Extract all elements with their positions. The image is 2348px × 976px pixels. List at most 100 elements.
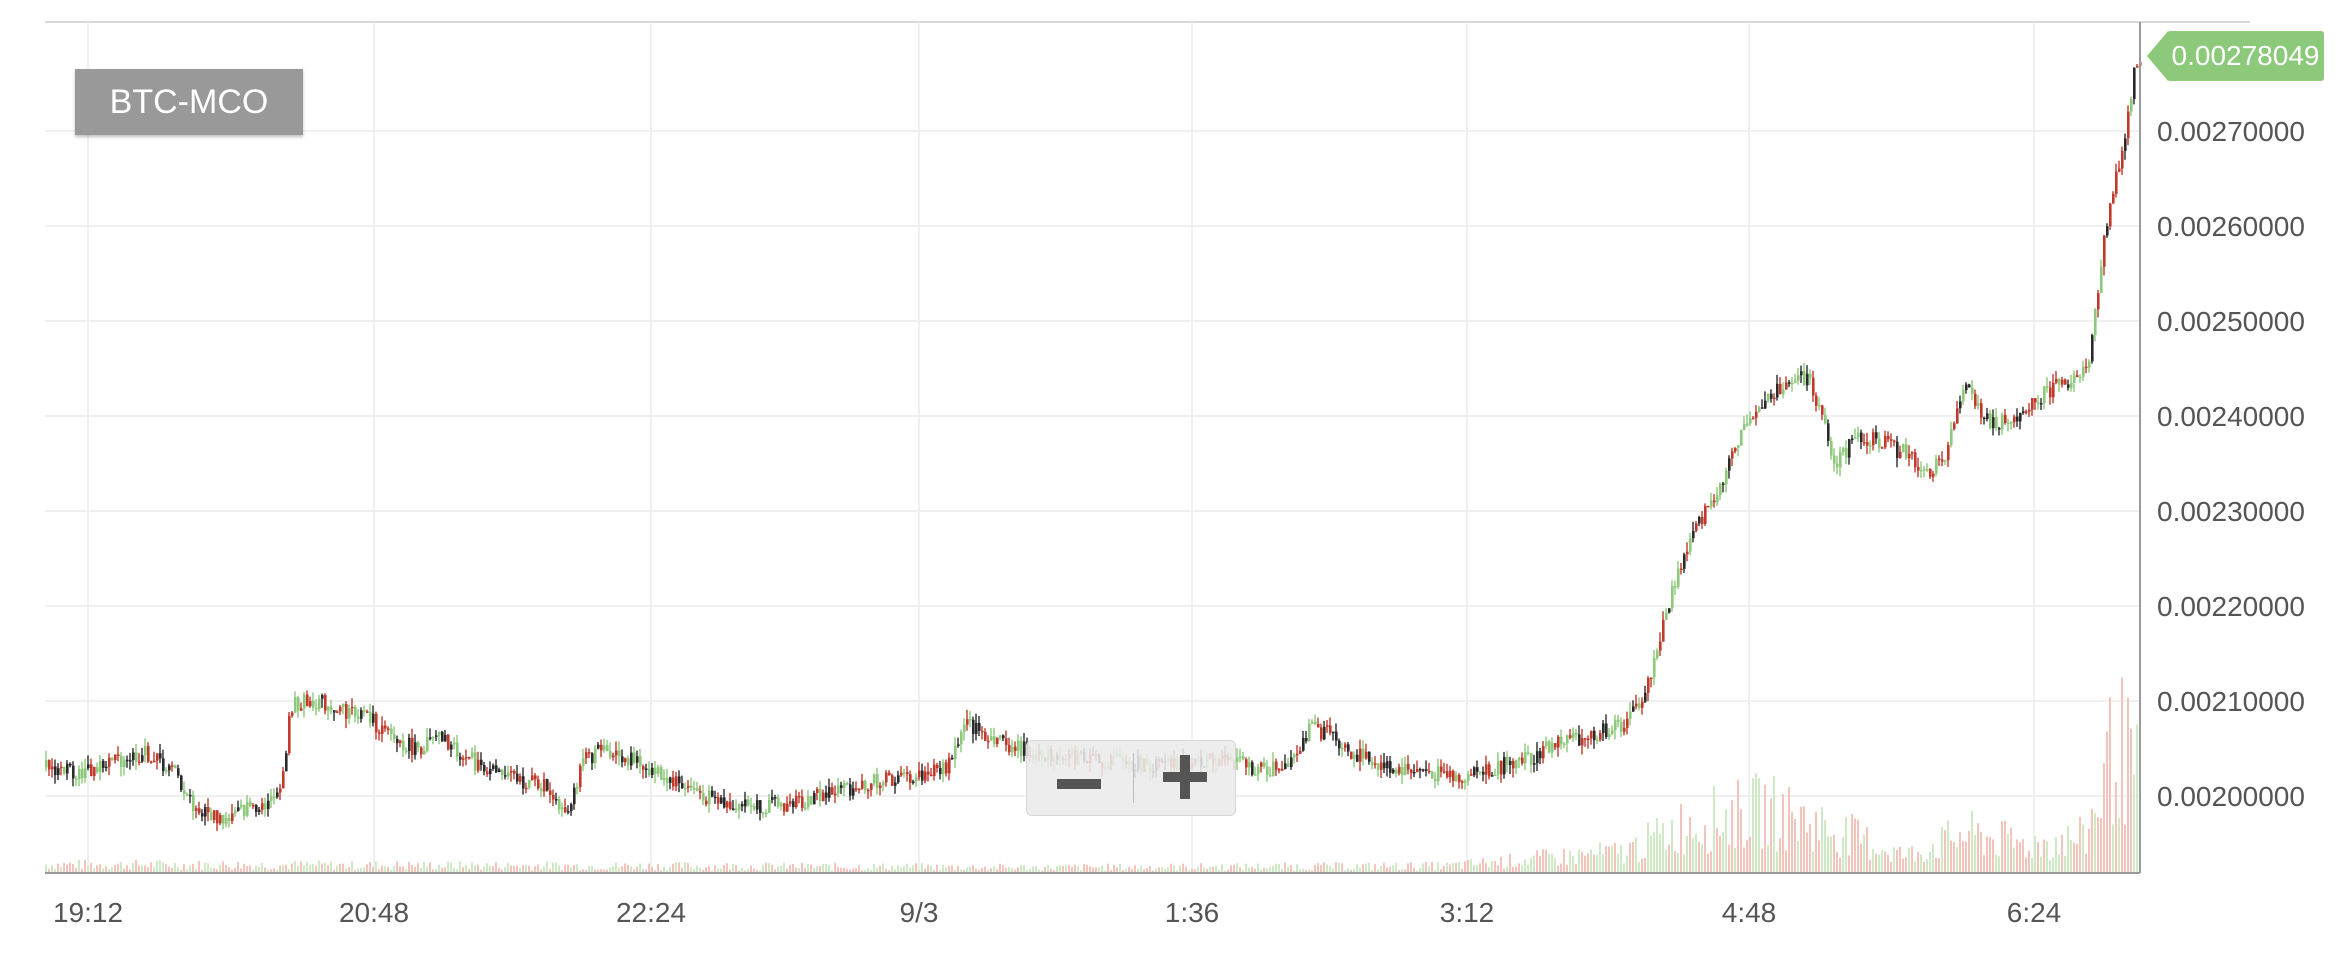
pair-title: BTC-MCO [109,83,269,121]
candle-body [378,732,381,734]
volume-bar [1332,868,1334,873]
volume-bar [1374,864,1376,873]
volume-bar [1179,865,1181,873]
candle-body [1956,408,1959,424]
volume-bar [492,866,494,873]
volume-bar [927,864,929,873]
candle-body [1629,711,1632,719]
candle-body [813,793,816,805]
volume-bar [1914,861,1916,873]
candle-body [1719,483,1722,496]
candle-body [168,765,171,771]
volume-bar [1506,866,1508,873]
candle-body [201,813,204,817]
volume-bar [999,863,1001,873]
candle-body [1440,766,1443,772]
candle-body [315,707,318,710]
volume-bar [1212,866,1214,873]
candle-body [60,766,63,769]
candle-body [501,769,504,776]
volume-bar [1146,868,1148,873]
volume-bar [810,864,812,873]
candle-body [735,808,738,810]
candle-body [1968,384,1971,388]
volume-bar [1803,806,1805,873]
volume-bar [1893,847,1895,873]
candle-body [663,777,666,780]
volume-bar [1686,835,1688,873]
volume-bar [174,862,176,873]
volume-bar [735,864,737,873]
volume-bar [1347,868,1349,873]
volume-bar [1287,866,1289,873]
candle-body [567,811,570,813]
candle-body [2043,386,2046,404]
volume-bar [1974,834,1976,873]
candle-body [1386,761,1389,769]
candle-body [54,766,57,776]
candle-body [462,758,465,760]
candle-body [1611,730,1614,734]
candle-body [993,736,996,744]
candle-body [1455,774,1458,781]
volume-bar [1449,864,1451,873]
volume-bar [636,866,638,873]
candle-body [495,765,498,773]
volume-bar [1566,864,1568,873]
candle-body [1527,752,1530,754]
candle-body [453,742,456,745]
volume-bar [1326,864,1328,873]
candle-body [1716,495,1719,503]
volume-bar [522,865,524,873]
volume-bar [2118,818,2120,873]
candle-body [1467,774,1470,782]
volume-bar [1257,863,1259,873]
candle-body [108,757,111,767]
candle-body [1575,732,1578,735]
volume-bar [825,863,827,873]
candle-body [1989,413,1992,429]
volume-bar [1917,851,1919,873]
volume-bar [207,863,209,873]
volume-bar [1491,861,1493,873]
candle-body [1911,452,1914,454]
volume-bar [1992,839,1994,873]
volume-bar [192,864,194,873]
candle-body [1965,384,1968,391]
candle-body [405,750,408,752]
candle-body [894,782,897,786]
candle-body [279,788,282,793]
volume-bar [1044,866,1046,873]
volume-bar [1317,863,1319,873]
candle-body [1266,766,1269,775]
candle-body [1461,781,1464,783]
candle-body [966,719,969,725]
volume-bar [87,865,89,873]
candle-body [1653,658,1656,678]
volume-bar [1980,831,1982,873]
volume-bar [1440,869,1442,873]
zoom-in-button[interactable] [1163,755,1207,799]
volume-bar [528,865,530,873]
candle-body [1491,775,1494,777]
volume-bar [1923,862,1925,873]
candle-body [807,796,810,808]
candle-body [423,751,426,755]
candle-body [1530,753,1533,765]
candle-body [639,756,642,767]
volume-bar [1758,778,1760,873]
volume-bar [396,861,398,873]
volume-bar [357,868,359,873]
candle-body [1659,641,1662,651]
candle-body [1401,767,1404,775]
zoom-out-button[interactable] [1057,769,1101,799]
volume-bar [2124,824,2126,873]
volume-bar [84,859,86,873]
candle-body [1800,371,1803,376]
volume-bar [546,861,548,873]
candle-body [2010,422,2013,424]
volume-bar [786,868,788,873]
candle-body [2031,398,2034,410]
volume-bar [387,867,389,873]
volume-bar [1809,823,1811,873]
